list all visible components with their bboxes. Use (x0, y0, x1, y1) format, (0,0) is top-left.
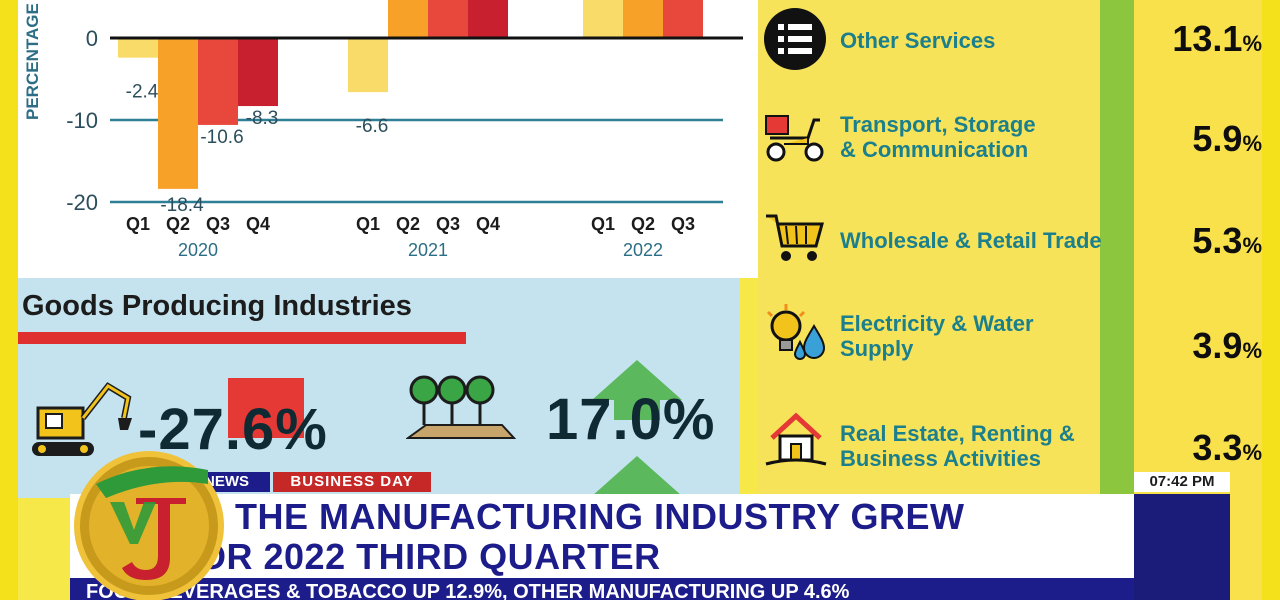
news-tag: NEWS (200, 472, 270, 492)
x-tick-label: Q4 (476, 214, 500, 234)
frame-right (1262, 0, 1280, 600)
x-tick-label: Q1 (356, 214, 380, 234)
bar (428, 0, 468, 38)
up-arrow-icon (592, 360, 682, 420)
bar (348, 38, 388, 93)
service-value-realestate: 3.3% (1192, 427, 1262, 468)
x-tick-label: Q2 (631, 214, 655, 234)
headline: R THE MANUFACTURING INDUSTRY GREW OR 2022… (90, 497, 1130, 577)
x-tick-label: Q2 (396, 214, 420, 234)
lower-third-bar (70, 494, 1138, 578)
bulb-icon (766, 304, 826, 360)
goods-producing-panel: Goods Producing Industries -27.6% 17.0% (18, 278, 740, 498)
data-label: -10.6 (200, 127, 243, 148)
business-day-tag: BUSINESS DAY (273, 472, 431, 492)
y-tick-label: -10 (66, 108, 98, 133)
service-label-transport: Transport, Storage & Communication (840, 112, 1036, 162)
x-tick-label: Q1 (126, 214, 150, 234)
year-label: 2020 (178, 240, 218, 260)
scooter-icon (765, 115, 824, 162)
bar (158, 38, 198, 189)
tvj-logo (74, 451, 224, 600)
realestate-line-2: Business Activities (840, 446, 1041, 471)
mining-value: -27.6% (138, 397, 328, 462)
y-tick-label: 0 (86, 26, 98, 51)
frame-left (0, 0, 18, 600)
electricity-line-1: Electricity & Water (840, 311, 1034, 336)
year-label: 2022 (623, 240, 663, 260)
service-value-wholesale: 5.3% (1192, 220, 1262, 261)
forestry-icon (406, 375, 516, 439)
y-axis-label: PERCENTAGE (23, 3, 42, 120)
excavator-icon (32, 382, 132, 456)
chart-panel: PERCENTAGE 0 -10 -20 -2.4 Q1 -18.4 Q2 -10.6 Q3 -8.… (18, 0, 758, 278)
service-label-realestate: Real Estate, Renting & Business Activitie… (840, 421, 1075, 471)
service-value-transport: 5.9% (1192, 118, 1262, 159)
bar (388, 0, 428, 38)
headline-line-2: OR 2022 THIRD QUARTER (198, 536, 661, 577)
service-label-other: Other Services (840, 28, 996, 53)
bar (238, 38, 278, 107)
data-label: -6.6 (356, 116, 389, 137)
headline-line-1: R THE MANUFACTURING INDUSTRY GREW (198, 496, 965, 537)
down-arrow-icon (228, 378, 304, 438)
transport-line-1: Transport, Storage (840, 112, 1036, 137)
service-value-other: 13.1% (1172, 18, 1262, 59)
transport-line-2: & Communication (840, 137, 1029, 162)
up-arrow-icon-lower (592, 456, 682, 496)
goods-title: Goods Producing Industries (22, 290, 412, 322)
quarterly-growth-chart: PERCENTAGE 0-10-20-2.4Q1-18.4Q2-10.6Q3-8.… (23, 0, 743, 260)
data-label: -2.4 (126, 82, 159, 103)
lower-third-side-panel (1134, 494, 1230, 600)
realestate-line-1: Real Estate, Renting & (840, 421, 1075, 446)
x-tick-label: Q3 (206, 214, 230, 234)
news-ticker: FOOD, BEVERAGES & TOBACCO UP 12.9%, OTHE… (70, 578, 1134, 600)
house-icon (765, 412, 827, 466)
bar (468, 0, 508, 38)
list-icon (764, 8, 826, 70)
x-tick-label: Q4 (246, 214, 270, 234)
bar (663, 0, 703, 38)
x-tick-label: Q3 (671, 214, 695, 234)
data-label: -18.4 (160, 195, 204, 216)
forestry-value: 17.0% (546, 387, 716, 452)
bar (198, 38, 238, 125)
service-label-wholesale: Wholesale & Retail Trade (840, 228, 1102, 253)
x-tick-label: Q3 (436, 214, 460, 234)
data-label: -8.3 (246, 108, 279, 129)
x-tick-label: Q1 (591, 214, 615, 234)
service-label-electricity: Electricity & Water Supply (840, 311, 1034, 361)
y-tick-label: -20 (66, 190, 98, 215)
year-label: 2021 (408, 240, 448, 260)
bar (583, 0, 623, 38)
cart-icon (766, 214, 824, 261)
clock: 07:42 PM (1134, 472, 1230, 492)
bar (118, 38, 158, 58)
x-tick-label: Q2 (166, 214, 190, 234)
bar (623, 0, 663, 38)
goods-title-underline (18, 332, 466, 344)
electricity-line-2: Supply (840, 336, 914, 361)
service-value-electricity: 3.9% (1192, 325, 1262, 366)
